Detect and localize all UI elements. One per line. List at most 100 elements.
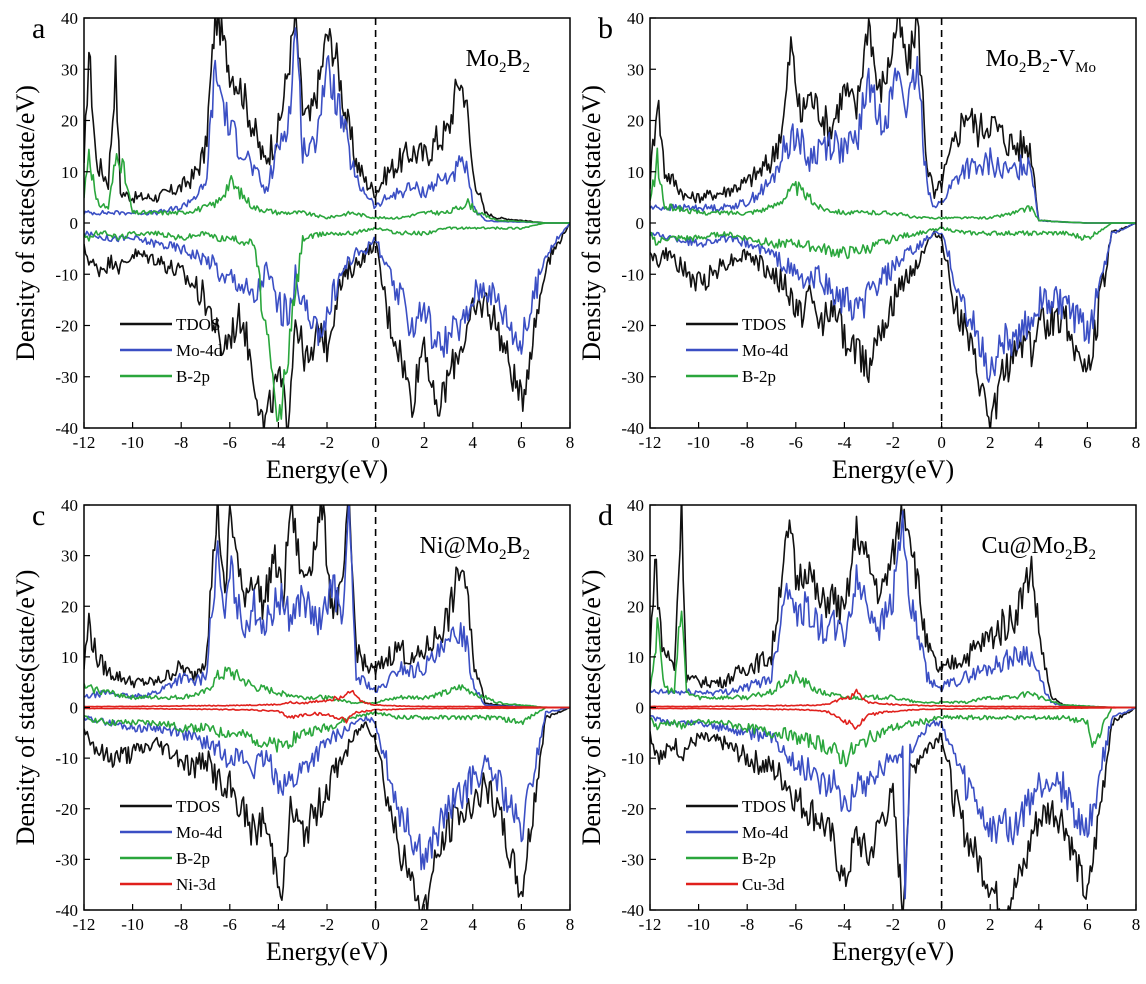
- material-label: Mo2B2: [466, 46, 530, 76]
- x-tick-label: -8: [174, 433, 188, 452]
- y-axis-title: Density of states(state/eV): [577, 85, 606, 361]
- x-tick-label: -4: [837, 915, 852, 934]
- panel-letter: b: [598, 12, 613, 45]
- x-tick-label: -6: [789, 433, 803, 452]
- series-tdos-spin-dn: [84, 706, 570, 910]
- legend-label-b-2p: B-2p: [742, 849, 776, 868]
- y-tick-label: -20: [621, 317, 644, 336]
- series-b-2p-spin-dn: [650, 706, 1136, 768]
- series-b-2p-spin-dn: [650, 222, 1136, 260]
- series-mo-4d-spin-dn: [84, 706, 570, 871]
- x-tick-label: 6: [517, 915, 526, 934]
- y-tick-label: -30: [55, 368, 78, 387]
- x-tick-label: 2: [986, 433, 995, 452]
- legend-label-tdos: TDOS: [176, 315, 220, 334]
- x-tick-label: -8: [740, 433, 754, 452]
- series-tdos-spin-dn: [84, 222, 570, 428]
- y-axis-title: Density of states(state/eV): [577, 570, 606, 846]
- y-tick-label: 40: [627, 9, 644, 28]
- material-label: Ni@Mo2B2: [420, 533, 530, 563]
- series-ni-3d-spin-up: [84, 689, 570, 709]
- x-tick-label: 6: [517, 433, 526, 452]
- series-tdos-spin-up: [84, 18, 570, 224]
- y-axis-title: Density of states(state/eV): [11, 570, 40, 846]
- plot-area: [84, 18, 570, 428]
- legend-label-mo-4d: Mo-4d: [742, 341, 789, 360]
- x-tick-label: -6: [789, 915, 803, 934]
- series-tdos-spin-dn: [650, 222, 1136, 428]
- y-tick-label: -10: [621, 265, 644, 284]
- series-mo-4d-spin-up: [650, 55, 1136, 224]
- x-tick-label: 2: [986, 915, 995, 934]
- y-tick-label: -30: [55, 850, 78, 869]
- plot-area: [650, 18, 1136, 428]
- x-tick-label: 4: [469, 433, 478, 452]
- y-tick-label: 30: [61, 547, 78, 566]
- y-tick-label: 40: [61, 496, 78, 515]
- y-tick-label: 40: [61, 9, 78, 28]
- x-axis-title: Energy(eV): [266, 937, 388, 966]
- x-tick-label: -10: [121, 433, 144, 452]
- y-tick-label: 40: [627, 496, 644, 515]
- x-tick-label: 2: [420, 915, 429, 934]
- y-tick-label: 10: [627, 648, 644, 667]
- x-tick-label: 0: [937, 915, 946, 934]
- material-label: Mo2B2-VMo: [985, 46, 1096, 76]
- series-b-2p-spin-up: [84, 148, 570, 224]
- series-ni-3d-spin-dn: [84, 706, 570, 724]
- x-tick-label: -2: [886, 915, 900, 934]
- x-tick-label: 8: [1132, 915, 1141, 934]
- x-tick-label: -8: [174, 915, 188, 934]
- panel-letter: a: [32, 12, 45, 45]
- y-tick-label: 20: [627, 112, 644, 131]
- series-tdos-spin-dn: [650, 706, 1136, 910]
- legend-label-mo-4d: Mo-4d: [176, 823, 223, 842]
- series-cu-3d-spin-up: [650, 688, 1136, 709]
- series-cu-3d-spin-dn: [650, 706, 1136, 730]
- y-tick-label: 0: [70, 699, 79, 718]
- legend-label-ni-3d: Ni-3d: [176, 875, 216, 894]
- x-tick-label: -2: [886, 433, 900, 452]
- series-b-2p-spin-up: [650, 147, 1136, 224]
- x-tick-label: -6: [223, 915, 237, 934]
- plot-frame: [83, 17, 571, 429]
- legend-label-b-2p: B-2p: [176, 367, 210, 386]
- y-tick-label: 0: [636, 699, 645, 718]
- y-tick-label: 0: [70, 214, 79, 233]
- x-tick-label: -4: [271, 915, 286, 934]
- x-tick-label: 2: [420, 433, 429, 452]
- panel-a: -12 -10 -8 -6 -4 -2 0 2 4 6 8403020100-10-20-30-40…: [11, 9, 574, 484]
- y-tick-label: -20: [55, 317, 78, 336]
- legend-label-b-2p: B-2p: [742, 367, 776, 386]
- x-tick-label: 8: [1132, 433, 1141, 452]
- y-tick-label: 10: [627, 163, 644, 182]
- y-tick-label: 30: [627, 60, 644, 79]
- y-tick-label: -30: [621, 850, 644, 869]
- y-tick-label: 20: [61, 597, 78, 616]
- x-tick-label: -10: [687, 915, 710, 934]
- y-tick-label: 20: [61, 112, 78, 131]
- series-b-2p-spin-dn: [84, 222, 570, 422]
- x-tick-label: -2: [320, 915, 334, 934]
- y-tick-label: -20: [621, 800, 644, 819]
- panel-letter: c: [32, 499, 45, 532]
- x-tick-label: 4: [469, 915, 478, 934]
- x-tick-label: -12: [73, 433, 96, 452]
- x-tick-label: -12: [639, 433, 662, 452]
- x-axis-title: Energy(eV): [266, 455, 388, 484]
- x-tick-label: -10: [687, 433, 710, 452]
- series-b-2p-spin-dn: [84, 706, 570, 753]
- y-tick-label: 10: [61, 648, 78, 667]
- panel-b: -12 -10 -8 -6 -4 -2 0 2 4 6 8403020100-10-20-30-40…: [577, 9, 1140, 484]
- x-tick-label: 0: [371, 915, 380, 934]
- series-mo-4d-spin-dn: [650, 222, 1136, 383]
- plot-area: [84, 505, 570, 910]
- x-tick-label: 4: [1035, 433, 1044, 452]
- x-tick-label: 6: [1083, 433, 1092, 452]
- y-tick-label: -10: [55, 749, 78, 768]
- material-label: Cu@Mo2B2: [982, 533, 1096, 563]
- y-tick-label: 10: [61, 163, 78, 182]
- legend-label-mo-4d: Mo-4d: [176, 341, 223, 360]
- y-tick-label: 30: [627, 547, 644, 566]
